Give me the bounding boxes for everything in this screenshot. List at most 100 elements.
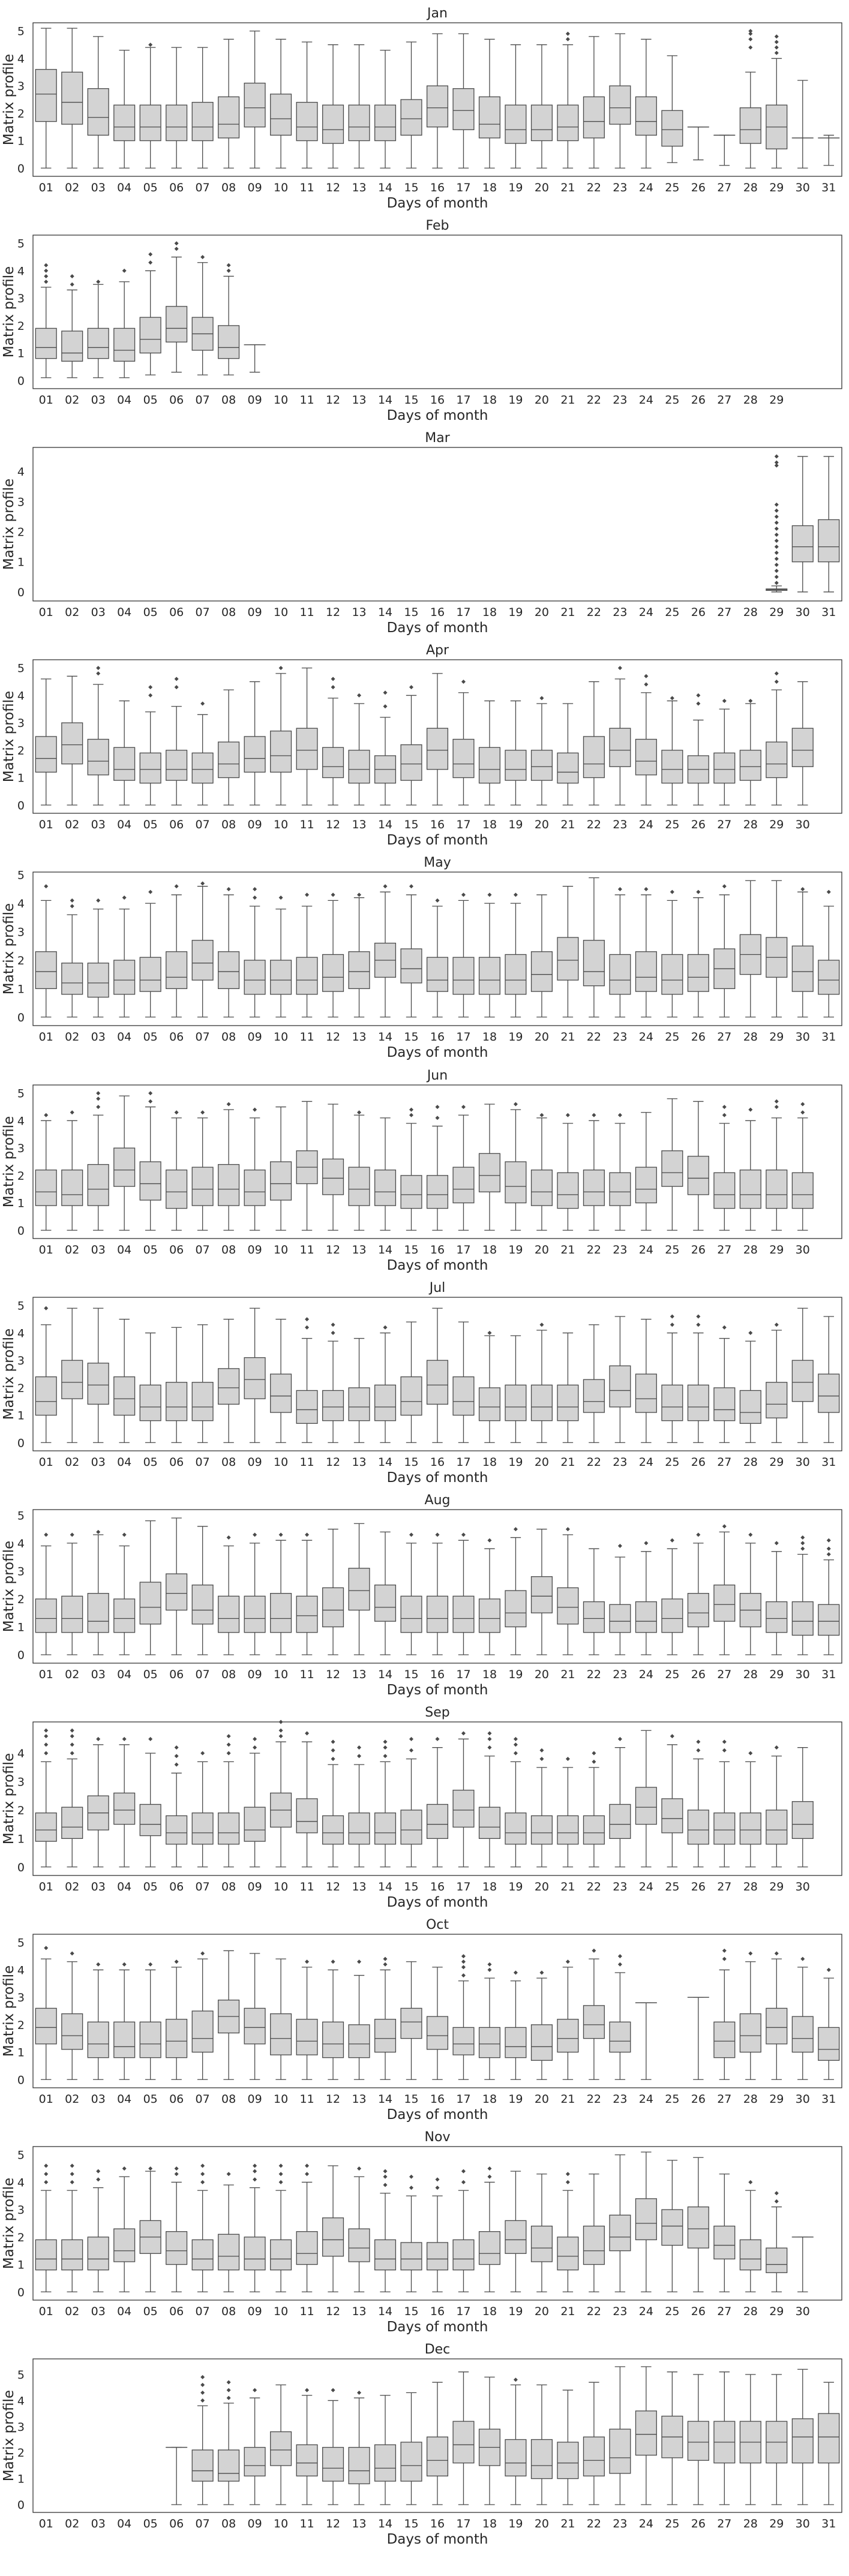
iqr-box [609,2214,631,2252]
x-tick-label: 14 [378,2093,392,2106]
x-tick-label: 15 [404,1243,418,1257]
box-day-25 [661,1314,683,1443]
outlier-point [96,666,101,671]
box-day-07 [191,1951,214,2080]
iqr-box [687,1809,709,1845]
x-tick-label: 24 [639,2093,653,2106]
x-tick-label: 05 [143,1880,158,1893]
x-tick-label: 01 [39,393,53,407]
iqr-box [505,104,527,144]
outlier-point [774,1745,779,1750]
iqr-box [583,940,605,987]
box-day-24 [635,1730,657,1868]
box-day-01 [35,263,57,378]
x-tick-label: 05 [143,1243,158,1257]
outlier-point [826,1552,831,1556]
y-tick-label: 4 [17,465,25,479]
iqr-box [530,2439,553,2479]
outlier-point [696,701,701,706]
iqr-box [244,2237,266,2271]
box-day-14 [374,1531,397,1655]
x-tick-label: 31 [821,1456,836,1469]
iqr-box [661,1150,683,1187]
x-tick-label: 08 [221,2093,236,2106]
box-day-18 [478,1962,501,2080]
x-tick-label: 07 [196,1456,210,1469]
box-day-03 [87,1091,109,1231]
y-tick-label: 2 [17,954,25,967]
box-day-13 [348,693,370,805]
box-day-24 [635,2151,657,2292]
box-day-06 [166,1110,188,1231]
outlier-point [670,1538,674,1543]
iqr-box [244,1595,266,1633]
x-tick-label: 14 [378,2305,392,2318]
box-day-21 [557,703,579,805]
x-tick-label: 23 [613,2305,627,2318]
x-tick-label: 12 [326,2305,340,2318]
iqr-box [635,1373,657,1413]
box-day-21 [557,2172,579,2292]
x-tick-label: 25 [665,181,679,194]
iqr-box [739,2013,761,2053]
iqr-box [374,1585,397,1622]
x-tick-label: 25 [665,1030,679,1044]
x-tick-label: 26 [691,606,706,619]
x-tick-label: 21 [560,1243,575,1257]
y-tick-label: 3 [17,2204,25,2217]
outlier-point [226,1751,231,1756]
y-axis-label: Matrix profile [1,1965,17,2057]
x-tick-label: 09 [248,1668,262,1681]
box-day-24 [635,2002,657,2080]
outlier-point [617,1962,622,1967]
box-day-15 [400,1736,422,1868]
iqr-box [505,2439,527,2476]
box-day-16 [426,1532,449,1655]
box-day-14 [374,884,397,1018]
iqr-box [452,1595,475,1633]
outlier-point [774,460,779,465]
y-tick-label: 5 [17,869,25,882]
box-day-10 [270,1106,292,1231]
x-tick-label: 01 [39,818,53,831]
x-tick-label: 17 [456,181,470,194]
outlier-point [826,1538,831,1543]
box-day-27 [713,1524,736,1655]
x-tick-label: 14 [378,1243,392,1257]
y-tick-label: 1 [17,347,25,360]
outlier-point [461,1954,466,1959]
iqr-box [87,1363,109,1405]
box-day-15 [400,1532,422,1655]
y-tick-label: 3 [17,292,25,305]
box-day-17 [452,2169,475,2292]
y-tick-label: 2 [17,526,25,539]
iqr-box [687,1592,709,1628]
iqr-box [166,1382,188,1421]
box-day-10 [270,38,292,169]
x-tick-label: 28 [743,606,758,619]
outlier-point [461,2169,466,2174]
box-day-14 [374,1956,397,2080]
y-tick-label: 5 [17,1087,25,1101]
x-tick-label: 16 [430,2517,445,2530]
iqr-box [374,2239,397,2271]
iqr-box [218,2234,240,2271]
iqr-box [61,2239,83,2271]
x-tick-label: 08 [221,181,236,194]
iqr-box [244,1357,266,1399]
box-day-01 [35,28,57,169]
outlier-point [44,279,49,284]
box-day-30 [791,456,814,593]
iqr-box [322,104,344,144]
x-tick-label: 29 [769,2093,784,2106]
outlier-point [226,2380,231,2385]
x-tick-label: 08 [221,1456,236,1469]
box-day-26 [687,2157,709,2292]
x-tick-label: 07 [196,1243,210,1257]
iqr-box [583,2436,605,2476]
x-tick-label: 14 [378,1456,392,1469]
y-tick-label: 2 [17,2019,25,2032]
panel-title: Feb [426,218,449,233]
box-day-05 [139,685,161,805]
x-tick-label: 06 [169,1668,184,1681]
